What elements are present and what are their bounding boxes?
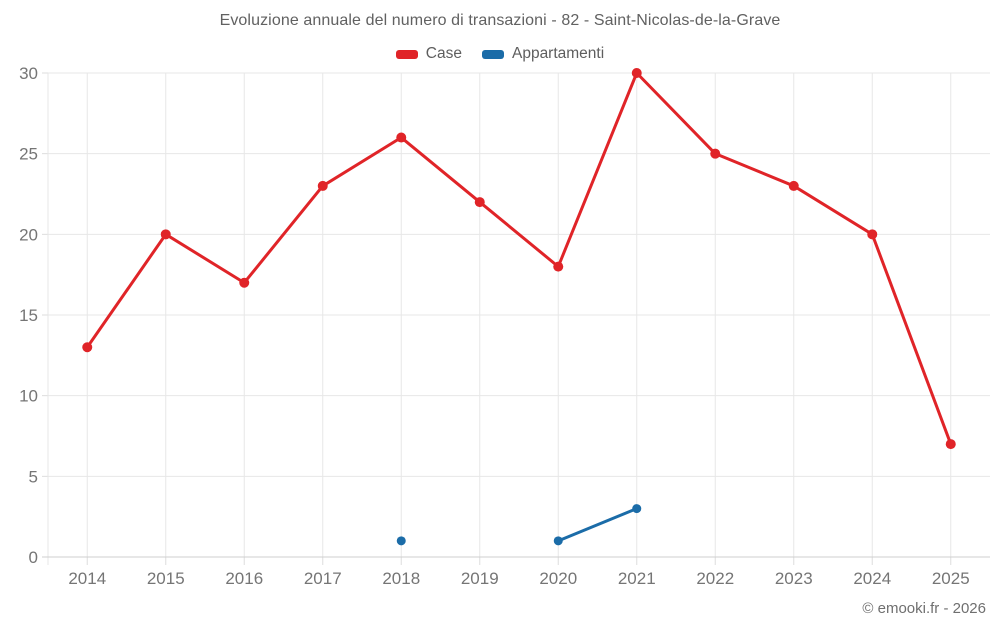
y-tick-label: 20 <box>19 225 38 244</box>
data-point-appartamenti[interactable] <box>632 504 642 514</box>
y-tick-label: 25 <box>19 145 38 164</box>
y-tick-label: 5 <box>29 467 38 486</box>
legend-label-appartamenti: Appartamenti <box>511 45 605 62</box>
y-tick-label: 30 <box>19 64 38 83</box>
x-tick-label: 2016 <box>225 569 263 588</box>
data-point-appartamenti[interactable] <box>396 536 406 546</box>
data-point-case[interactable] <box>396 132 407 143</box>
data-point-appartamenti[interactable] <box>553 536 563 546</box>
x-tick-label: 2022 <box>696 569 734 588</box>
case-series-swatch-icon <box>395 49 418 59</box>
appartamenti-series-swatch-icon <box>481 49 504 59</box>
y-tick-label: 15 <box>19 306 38 325</box>
x-tick-label: 2025 <box>932 569 970 588</box>
data-point-case[interactable] <box>945 439 956 450</box>
y-tick-label: 0 <box>29 548 38 567</box>
copyright-credit: © emooki.fr - 2026 <box>862 600 986 617</box>
data-point-case[interactable] <box>710 148 721 159</box>
x-tick-label: 2017 <box>304 569 342 588</box>
series-line-appartamenti <box>556 507 639 543</box>
x-tick-label: 2018 <box>382 569 420 588</box>
x-tick-label: 2021 <box>618 569 656 588</box>
data-point-case[interactable] <box>474 197 485 208</box>
x-tick-label: 2020 <box>539 569 577 588</box>
data-point-case[interactable] <box>553 261 564 272</box>
x-tick-label: 2023 <box>775 569 813 588</box>
legend-label-case: Case <box>425 45 462 62</box>
x-tick-label: 2014 <box>68 569 106 588</box>
data-point-case[interactable] <box>160 229 171 240</box>
data-point-case[interactable] <box>788 180 799 191</box>
data-point-case[interactable] <box>867 229 878 240</box>
data-point-case[interactable] <box>239 277 250 288</box>
legend-item-case[interactable]: Case <box>395 45 462 63</box>
legend-item-appartamenti[interactable]: Appartamenti <box>481 45 605 63</box>
chart-title: Evoluzione annuale del numero di transaz… <box>219 12 781 29</box>
data-point-case[interactable] <box>82 342 93 353</box>
series-line-case <box>85 71 953 446</box>
x-tick-label: 2019 <box>461 569 499 588</box>
x-tick-label: 2024 <box>853 569 891 588</box>
chart-legend: Case Appartamenti <box>0 45 1000 63</box>
x-tick-label: 2015 <box>147 569 185 588</box>
data-point-case[interactable] <box>317 180 328 191</box>
data-point-case[interactable] <box>631 68 642 78</box>
y-tick-label: 10 <box>19 387 38 406</box>
